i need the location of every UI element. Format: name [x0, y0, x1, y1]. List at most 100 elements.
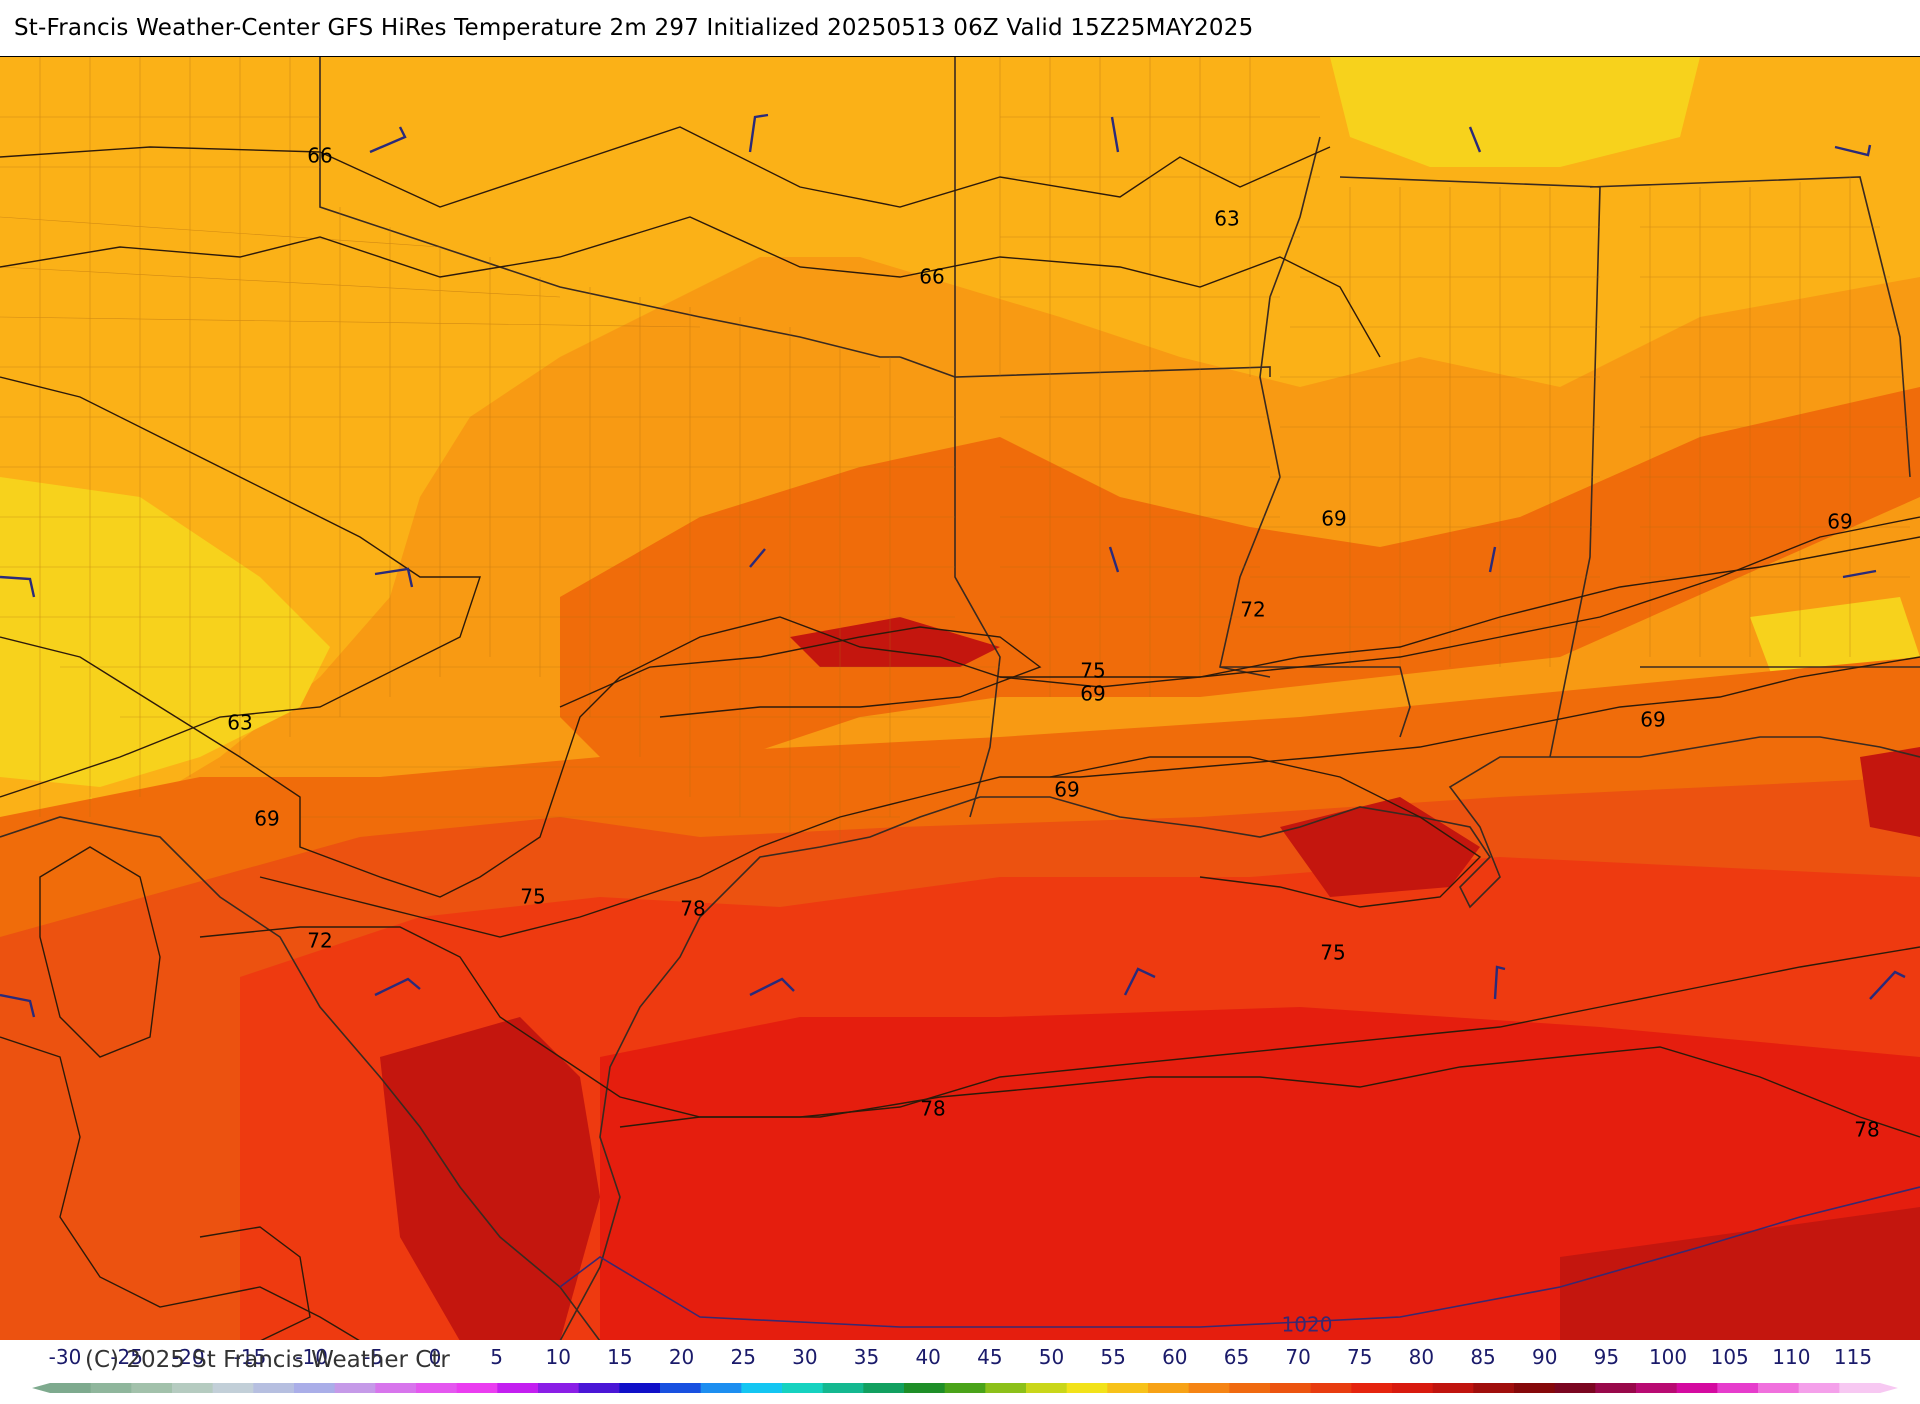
legend-tick-label: 95 [1594, 1345, 1619, 1369]
legend-swatch [1554, 1383, 1596, 1393]
wind-barb [1468, 126, 1482, 153]
legend-swatch [1026, 1383, 1068, 1393]
wind-barb [1108, 546, 1120, 573]
isotherm-label: 63 [227, 711, 252, 735]
legend-swatch [294, 1383, 336, 1393]
legend-tick-label: 0 [429, 1345, 442, 1369]
isotherm-label: 72 [307, 929, 332, 953]
legend-swatch [131, 1383, 173, 1393]
isotherm-label: 63 [1214, 207, 1239, 231]
legend-swatch [334, 1383, 376, 1393]
isotherm-label: 66 [307, 144, 332, 168]
wind-barb [749, 548, 766, 568]
legend-tick-label: 15 [607, 1345, 632, 1369]
legend-swatch [985, 1383, 1027, 1393]
legend-ticks: -30 -25 -20 -15 -10 -5 0 5 10 15 20 25 30 35 40 45 50 55 6… [49, 1345, 1872, 1369]
legend-tick-label: 35 [854, 1345, 879, 1369]
legend-swatch [1229, 1383, 1271, 1393]
legend-tick-label: 10 [546, 1345, 571, 1369]
legend-swatch [1676, 1383, 1718, 1393]
legend-swatch [456, 1383, 498, 1393]
legend-swatch [50, 1383, 92, 1393]
legend-swatch [619, 1383, 661, 1393]
legend-swatch [741, 1383, 783, 1393]
wind-barbs [0, 113, 1906, 1018]
color-legend: -30 -25 -20 -15 -10 -5 0 5 10 15 20 25 30 35 40 45 50 55 6… [0, 1340, 1920, 1400]
legend-tick-label: -25 [110, 1345, 143, 1369]
legend-swatch [416, 1383, 458, 1393]
legend-swatch [1351, 1383, 1393, 1393]
legend-tick-label: 90 [1532, 1345, 1557, 1369]
legend-tick-label: 65 [1224, 1345, 1249, 1369]
wind-barb [1842, 569, 1877, 579]
isobar-label: 1020 [1282, 1313, 1333, 1337]
legend-tick-label: -20 [172, 1345, 205, 1369]
isotherm-label: 78 [920, 1097, 945, 1121]
legend-tick-label: 110 [1772, 1345, 1810, 1369]
legend-swatch [700, 1383, 742, 1393]
legend-tick-label: 30 [792, 1345, 817, 1369]
legend-tick-label: 20 [669, 1345, 694, 1369]
isotherm-contours [0, 126, 1920, 1341]
wind-barb [0, 575, 36, 598]
legend-swatch [904, 1383, 946, 1393]
wind-barb [1493, 965, 1506, 1000]
isotherm-label: 78 [1854, 1118, 1879, 1142]
legend-swatch [944, 1383, 986, 1393]
legend-tick-label: 50 [1039, 1345, 1064, 1369]
legend-swatch [212, 1383, 254, 1393]
legend-tick-label: 55 [1100, 1345, 1125, 1369]
legend-swatch [782, 1383, 824, 1393]
weather-map[interactable]: 66 63 66 63 69 72 69 75 69 69 69 75 78 7… [0, 56, 1920, 1341]
legend-tick-label: -30 [49, 1345, 82, 1369]
isotherm-label: 69 [1054, 778, 1079, 802]
isotherm-label: 69 [1640, 708, 1665, 732]
legend-swatch [1392, 1383, 1434, 1393]
legend-swatch [1798, 1383, 1840, 1393]
wind-barb [1488, 546, 1497, 573]
wind-barb [1869, 970, 1906, 1000]
wind-barb [749, 977, 795, 997]
legend-swatch [1717, 1383, 1759, 1393]
legend-left-arrow [32, 1383, 50, 1393]
legend-swatch [538, 1383, 580, 1393]
field-coolest [1330, 57, 1700, 167]
legend-tick-label: -10 [295, 1345, 328, 1369]
coastline [559, 736, 1920, 1341]
legend-swatch [1188, 1383, 1230, 1393]
legend-tick-label: 80 [1409, 1345, 1434, 1369]
legend-swatch [1107, 1383, 1149, 1393]
legend-swatch [1270, 1383, 1312, 1393]
legend-swatch [172, 1383, 214, 1393]
legend-tick-label: 70 [1285, 1345, 1310, 1369]
isobar [559, 1186, 1920, 1328]
title-bar: St-Francis Weather-Center GFS HiRes Temp… [0, 0, 1920, 56]
isotherm-label: 66 [919, 265, 944, 289]
legend-swatch [1758, 1383, 1800, 1393]
legend-tick-label: 60 [1162, 1345, 1187, 1369]
legend-swatch [863, 1383, 905, 1393]
legend-swatch [578, 1383, 620, 1393]
legend-swatch [1636, 1383, 1678, 1393]
copyright-text: (C) 2025 St Francis Weather Ctr [85, 1347, 450, 1373]
legend-swatch [1432, 1383, 1474, 1393]
contour-labels: 66 63 66 63 69 72 69 75 69 69 69 75 78 7… [227, 144, 1879, 1337]
legend-swatch [90, 1383, 132, 1393]
isotherm-label: 75 [1320, 941, 1345, 965]
legend-swatch [1148, 1383, 1190, 1393]
wind-barb [374, 567, 414, 588]
legend-swatch [1473, 1383, 1515, 1393]
legend-tick-label: -15 [234, 1345, 267, 1369]
wind-barb [369, 126, 407, 154]
wind-barb [0, 993, 36, 1018]
wind-barb [1834, 144, 1872, 157]
isotherm-label: 69 [1321, 507, 1346, 531]
map-title: St-Francis Weather-Center GFS HiRes Temp… [14, 15, 1254, 41]
legend-swatch [822, 1383, 864, 1393]
legend-swatch [1595, 1383, 1637, 1393]
isotherm-label: 75 [520, 885, 545, 909]
isotherm-label: 75 [1080, 659, 1105, 683]
legend-swatch [660, 1383, 702, 1393]
legend-tick-label: 45 [977, 1345, 1002, 1369]
wind-barb [1110, 116, 1120, 153]
